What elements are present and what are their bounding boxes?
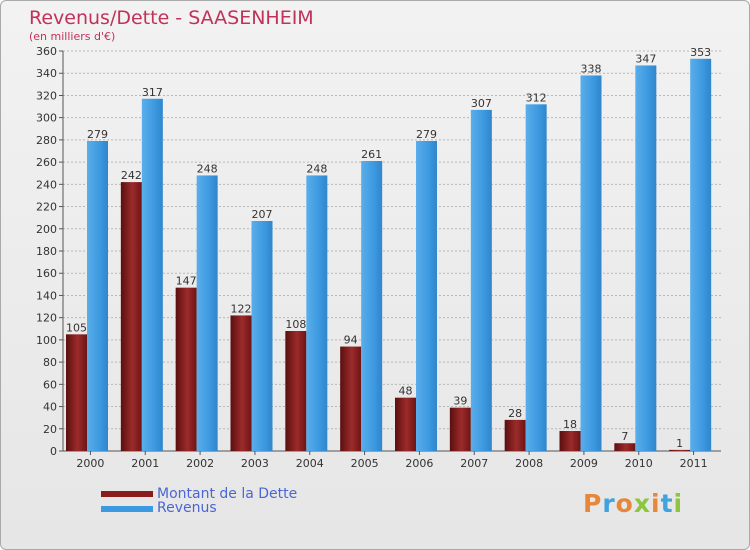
bar-revenue bbox=[525, 104, 547, 451]
bar-debt bbox=[504, 419, 526, 451]
x-tick-label: 2001 bbox=[131, 457, 159, 470]
x-tick-label: 2011 bbox=[680, 457, 708, 470]
bar-debt bbox=[230, 315, 252, 451]
x-tick-label: 2006 bbox=[405, 457, 433, 470]
bar-debt bbox=[669, 449, 691, 451]
data-label-revenue: 248 bbox=[197, 162, 218, 175]
bar-revenue bbox=[196, 175, 218, 451]
bar-revenue bbox=[580, 75, 602, 451]
legend-label-revenue: Revenus bbox=[157, 500, 217, 516]
y-tick-label: 320 bbox=[36, 89, 57, 102]
y-tick-label: 160 bbox=[36, 267, 57, 280]
legend-swatch-revenue bbox=[101, 506, 153, 512]
x-tick-label: 2008 bbox=[515, 457, 543, 470]
data-label-debt: 1 bbox=[676, 437, 683, 450]
bar-revenue bbox=[470, 109, 492, 451]
y-tick-label: 260 bbox=[36, 156, 57, 169]
y-tick-label: 240 bbox=[36, 178, 57, 191]
legend-label-debt: Montant de la Dette bbox=[157, 486, 298, 502]
data-label-revenue: 207 bbox=[252, 208, 273, 221]
bar-revenue bbox=[87, 141, 108, 451]
bar-revenue bbox=[635, 65, 657, 451]
data-label-debt: 18 bbox=[563, 418, 577, 431]
bar-debt bbox=[285, 331, 307, 451]
bar-debt bbox=[614, 443, 636, 451]
bar-revenue bbox=[361, 161, 383, 451]
y-tick-label: 120 bbox=[36, 312, 57, 325]
x-tick-label: 2002 bbox=[186, 457, 214, 470]
data-label-debt: 108 bbox=[285, 318, 306, 331]
bar-revenue bbox=[141, 98, 163, 452]
data-label-revenue: 353 bbox=[690, 46, 711, 59]
x-tick-label: 2005 bbox=[351, 457, 379, 470]
data-label-revenue: 279 bbox=[87, 128, 108, 141]
data-label-debt: 122 bbox=[231, 302, 252, 315]
data-label-debt: 105 bbox=[66, 321, 87, 334]
bar-revenue bbox=[306, 175, 328, 451]
y-tick-label: 340 bbox=[36, 67, 57, 80]
bar-debt bbox=[559, 431, 581, 451]
x-tick-label: 2009 bbox=[570, 457, 598, 470]
data-label-revenue: 312 bbox=[526, 91, 547, 104]
data-label-debt: 147 bbox=[176, 275, 197, 288]
x-tick-label: 2010 bbox=[625, 457, 653, 470]
y-tick-label: 40 bbox=[43, 401, 57, 414]
data-label-debt: 28 bbox=[508, 407, 522, 420]
bar-debt bbox=[449, 407, 471, 451]
bar-debt bbox=[66, 334, 87, 451]
bar-debt bbox=[395, 397, 416, 451]
bar-debt bbox=[120, 182, 142, 451]
y-tick-label: 300 bbox=[36, 112, 57, 125]
legend-swatch-debt bbox=[101, 491, 153, 497]
data-label-debt: 7 bbox=[621, 430, 628, 443]
y-tick-label: 180 bbox=[36, 245, 57, 258]
data-label-debt: 48 bbox=[399, 385, 413, 398]
bar-revenue bbox=[690, 58, 712, 452]
x-tick-label: 2003 bbox=[241, 457, 269, 470]
chart-subtitle: (en milliers d'€) bbox=[29, 30, 116, 43]
bar-revenue bbox=[251, 221, 273, 451]
bar-debt bbox=[175, 287, 197, 451]
y-tick-label: 220 bbox=[36, 201, 57, 214]
proxiti-logo: Proxiti bbox=[583, 489, 684, 518]
y-tick-label: 0 bbox=[50, 445, 57, 458]
data-label-debt: 39 bbox=[453, 395, 467, 408]
chart-title: Revenus/Dette - SAASENHEIM bbox=[29, 7, 314, 29]
y-tick-label: 60 bbox=[43, 378, 57, 391]
x-tick-label: 2004 bbox=[296, 457, 324, 470]
bar-revenue bbox=[416, 141, 437, 451]
y-tick-label: 20 bbox=[43, 423, 57, 436]
data-label-revenue: 338 bbox=[581, 62, 602, 75]
data-label-revenue: 248 bbox=[306, 162, 327, 175]
y-tick-label: 80 bbox=[43, 356, 57, 369]
y-tick-label: 140 bbox=[36, 289, 57, 302]
data-label-debt: 242 bbox=[121, 169, 142, 182]
data-label-revenue: 279 bbox=[416, 128, 437, 141]
y-tick-label: 100 bbox=[36, 334, 57, 347]
data-label-debt: 94 bbox=[344, 334, 358, 347]
y-tick-label: 200 bbox=[36, 223, 57, 236]
data-label-revenue: 347 bbox=[635, 52, 656, 65]
data-label-revenue: 317 bbox=[142, 86, 163, 99]
bar-debt bbox=[340, 346, 362, 451]
y-tick-label: 360 bbox=[36, 45, 57, 58]
x-tick-label: 2007 bbox=[460, 457, 488, 470]
data-label-revenue: 307 bbox=[471, 97, 492, 110]
x-tick-label: 2000 bbox=[76, 457, 104, 470]
y-tick-label: 280 bbox=[36, 134, 57, 147]
data-label-revenue: 261 bbox=[361, 148, 382, 161]
